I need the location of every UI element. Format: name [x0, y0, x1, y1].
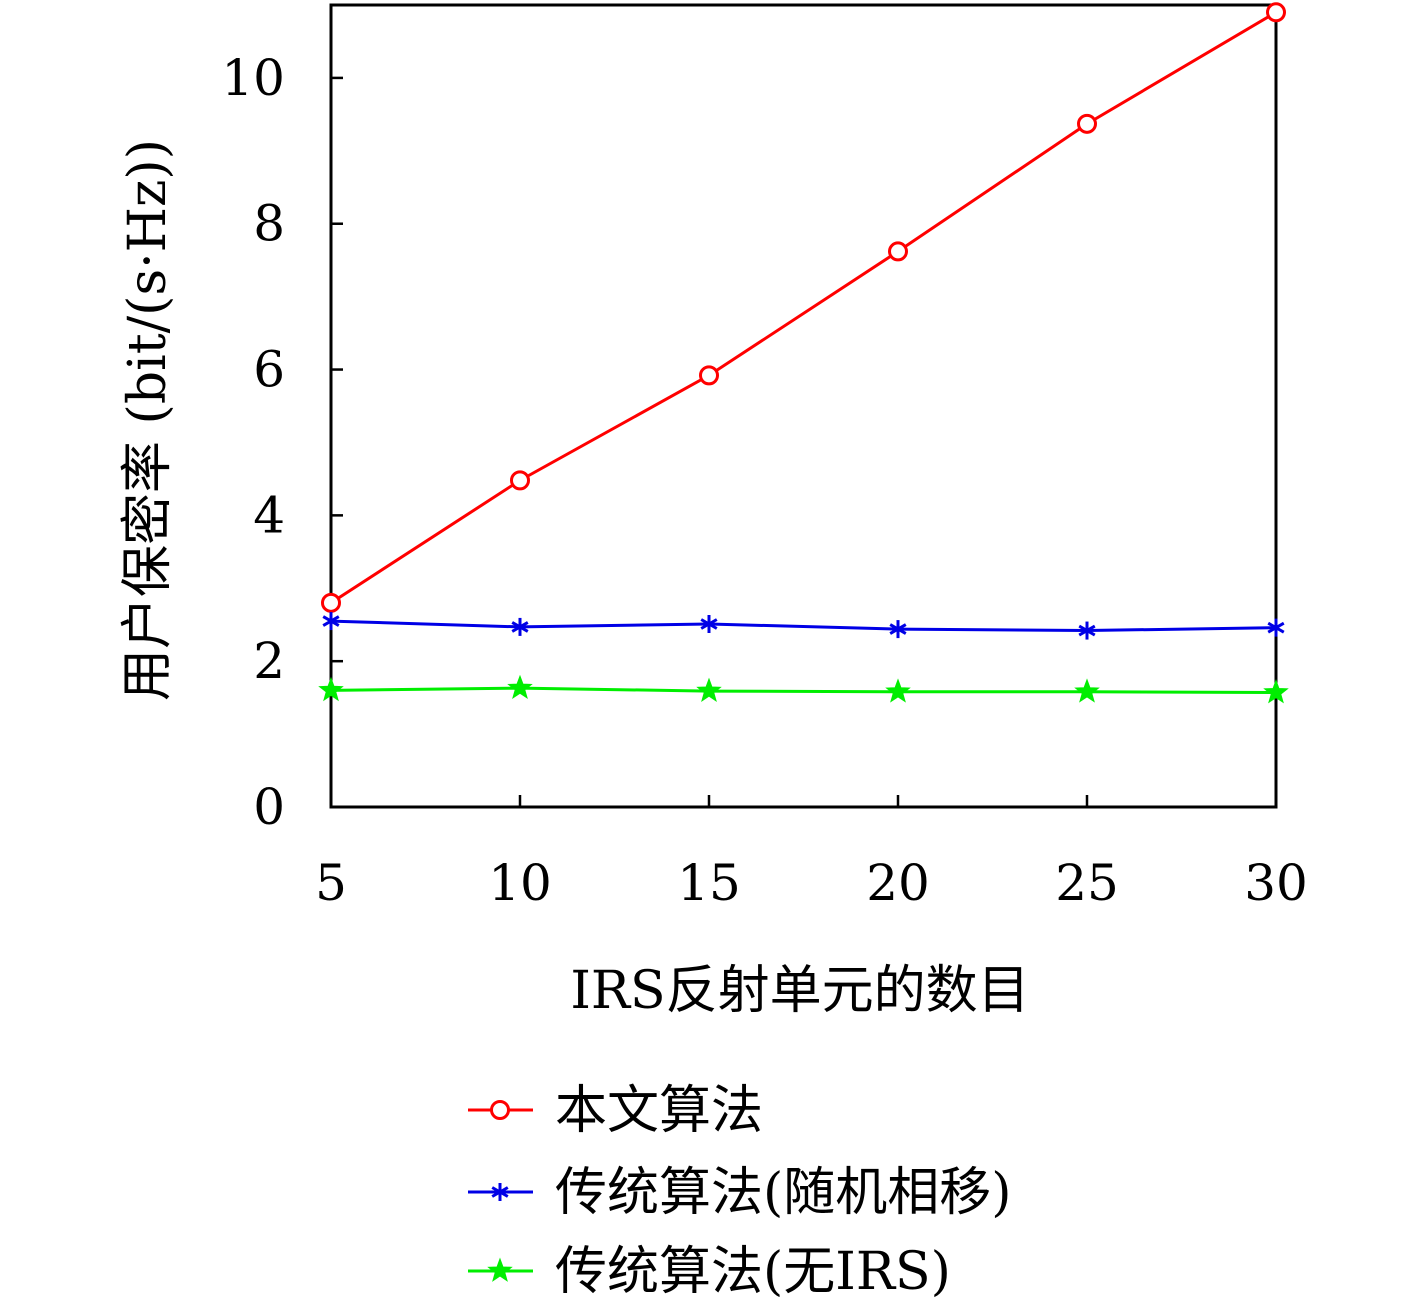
- x-axis-label: IRS反射单元的数目: [570, 961, 1029, 1021]
- series-1-point-2: [700, 614, 718, 633]
- series-line-0: [330, 10, 1277, 605]
- legend-item-2: 传统算法(无IRS): [468, 1242, 951, 1302]
- tick-labels: 5 10 15 20 25 30 0 2 4 6 8 10: [221, 49, 1307, 912]
- series-0-point-5: [1266, 2, 1286, 23]
- legend-label-0: 本文算法: [555, 1081, 763, 1141]
- plot-area: [318, 2, 1289, 809]
- y-tick-label-2: 4: [253, 486, 285, 544]
- series-2-point-1: [507, 674, 533, 700]
- series-0-point-2: [699, 365, 719, 386]
- series-2-point-2: [696, 677, 722, 702]
- series-1-point-1: [511, 617, 529, 636]
- series-layer: [318, 2, 1289, 704]
- series-1-point-4: [1078, 621, 1096, 640]
- series-0-point-4: [1077, 113, 1097, 134]
- legend-item-0: 本文算法: [468, 1081, 763, 1141]
- x-tick-label-1: 10: [488, 854, 552, 912]
- series-line-1: [330, 619, 1277, 633]
- series-0-point-1: [510, 470, 530, 491]
- series-1-point-5: [1267, 618, 1285, 637]
- x-tick-label-3: 20: [866, 854, 930, 912]
- series-1-point-3: [889, 620, 907, 639]
- axis-ticks: [329, 76, 1278, 809]
- series-2-point-4: [1074, 678, 1100, 703]
- y-tick-label-3: 6: [253, 341, 285, 399]
- series-2-point-5: [1263, 679, 1289, 704]
- y-tick-label-4: 8: [253, 195, 285, 253]
- series-1: [322, 612, 1285, 640]
- x-tick-label-4: 25: [1055, 854, 1119, 912]
- series-2: [318, 674, 1289, 704]
- x-tick-label-5: 30: [1244, 854, 1308, 912]
- series-0: [321, 2, 1286, 613]
- series-0-point-0: [321, 592, 341, 613]
- series-2-point-0: [318, 676, 344, 702]
- legend-marker-2: [487, 1257, 513, 1282]
- x-tick-label-0: 5: [315, 854, 347, 912]
- legend-item-1: 传统算法(随机相移): [468, 1163, 1012, 1223]
- y-tick-label-1: 2: [253, 632, 285, 690]
- y-tick-label-5: 10: [221, 49, 285, 107]
- legend-marker-0: [490, 1100, 510, 1120]
- series-1-point-0: [322, 612, 340, 631]
- series-2-point-3: [885, 678, 911, 703]
- y-tick-label-0: 0: [253, 778, 285, 836]
- series-line-2: [330, 686, 1277, 695]
- y-axis-label: 用户保密率 (bit/(s·Hz)): [118, 139, 178, 701]
- series-0-point-3: [888, 241, 908, 262]
- legend-label-2: 传统算法(无IRS): [555, 1242, 951, 1302]
- plot-frame: [329, 3, 1278, 809]
- x-tick-label-2: 15: [677, 854, 741, 912]
- legend-label-1: 传统算法(随机相移): [555, 1163, 1012, 1223]
- legend-marker-1: [491, 1183, 509, 1201]
